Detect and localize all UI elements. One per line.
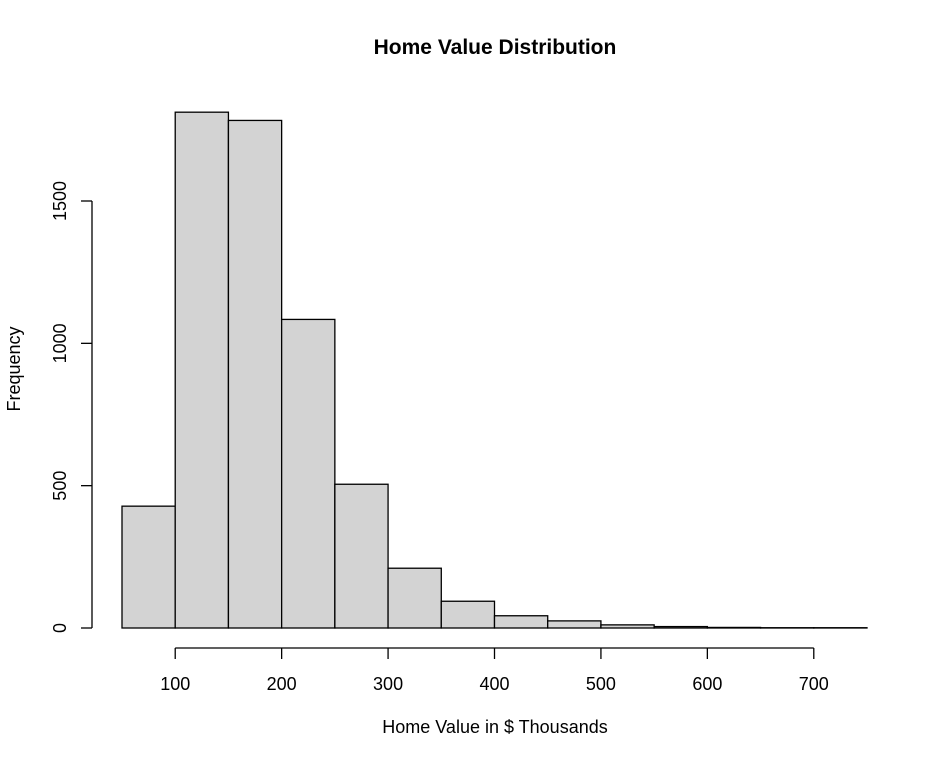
histogram-bar	[280, 318, 336, 629]
x-tick-label: 400	[479, 674, 509, 694]
x-tick-label: 100	[160, 674, 190, 694]
y-tick-label: 0	[50, 623, 70, 633]
histogram-bar	[653, 625, 709, 629]
histogram-bar	[227, 119, 283, 629]
histogram-bar	[440, 600, 496, 629]
bars-group	[121, 111, 868, 629]
y-axis: 0 500 1000 1500	[50, 181, 93, 633]
x-axis-label: Home Value in $ Thousands	[382, 717, 607, 737]
y-tick-label: 1000	[50, 323, 70, 363]
histogram-bar	[493, 615, 549, 629]
histogram-bar	[121, 505, 176, 629]
x-tick-label: 600	[692, 674, 722, 694]
y-axis-label: Frequency	[4, 326, 24, 411]
histogram-bar	[547, 620, 602, 629]
histogram-bar	[387, 567, 442, 629]
x-tick-label: 700	[799, 674, 829, 694]
y-tick-label: 1500	[50, 181, 70, 221]
histogram-bar	[706, 626, 762, 629]
x-tick-label: 300	[373, 674, 403, 694]
x-tick-label: 500	[586, 674, 616, 694]
y-tick-label: 500	[50, 471, 70, 501]
x-axis: 100 200 300 400 500 600 700	[160, 647, 829, 694]
x-tick-label: 200	[267, 674, 297, 694]
chart-title: Home Value Distribution	[374, 36, 617, 59]
histogram-bar	[334, 483, 389, 629]
histogram-bar	[600, 624, 655, 629]
histogram-bar	[174, 111, 230, 629]
